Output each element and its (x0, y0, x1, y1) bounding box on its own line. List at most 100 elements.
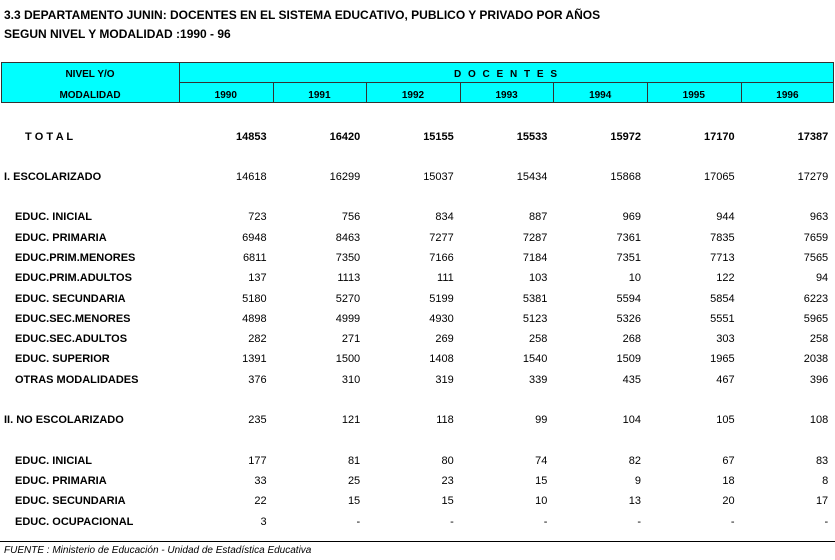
cell: 4898 (242, 313, 267, 325)
row-label: EDUC. SECUNDARIA (15, 293, 126, 305)
cell: 3 (260, 516, 267, 528)
cell: 5594 (616, 293, 641, 305)
cell: 7659 (803, 232, 829, 244)
cell: 269 (435, 333, 454, 345)
cell: 15 (441, 495, 454, 507)
cell: 7184 (522, 252, 548, 264)
cell: 14853 (236, 131, 267, 143)
cell: - (356, 516, 361, 528)
cell: 396 (809, 374, 829, 386)
row-label: EDUC.SEC.MENORES (15, 313, 131, 325)
cell: 1500 (335, 353, 361, 365)
cell: 5326 (616, 313, 641, 325)
cell: 4930 (429, 313, 454, 325)
cell: 1540 (522, 353, 548, 365)
cell: 887 (529, 211, 548, 223)
cell: 5123 (522, 313, 548, 325)
cell: 2038 (803, 353, 829, 365)
cell: 5199 (429, 293, 454, 305)
row-label: EDUC.PRIM.MENORES (15, 252, 136, 264)
cell: 121 (341, 414, 361, 426)
column-divider (179, 62, 180, 103)
year-header: 1992 (401, 90, 425, 101)
cell: 99 (535, 414, 548, 426)
cell: - (824, 516, 829, 528)
cell: 1408 (429, 353, 454, 365)
cell: 104 (622, 414, 641, 426)
year-header: 1996 (776, 90, 799, 101)
cell: 17065 (704, 171, 735, 183)
cell: 271 (341, 333, 361, 345)
column-divider (459, 82, 461, 103)
cell: 15 (347, 495, 361, 507)
cell: 15037 (423, 171, 454, 183)
cell: 7713 (710, 252, 735, 264)
cell: 7565 (803, 252, 829, 264)
cell: 17387 (797, 131, 829, 143)
cell: 1509 (616, 353, 641, 365)
cell: 22 (254, 495, 267, 507)
row-label: I. ESCOLARIZADO (4, 171, 102, 183)
cell: 108 (809, 414, 829, 426)
row-label: T O T A L (25, 131, 74, 143)
year-header: 1990 (214, 90, 237, 101)
cell: 756 (341, 211, 361, 223)
cell: 7835 (710, 232, 735, 244)
row-label: EDUC. INICIAL (15, 455, 92, 467)
cell: 137 (248, 272, 267, 284)
cell: 6223 (803, 293, 829, 305)
row-label: II. NO ESCOLARIZADO (4, 414, 124, 426)
cell: 103 (529, 272, 548, 284)
cell: 80 (441, 455, 454, 467)
cell: 282 (248, 333, 267, 345)
cell: 177 (248, 455, 267, 467)
cell: 10 (535, 495, 548, 507)
row-label: EDUC. PRIMARIA (15, 475, 107, 487)
cell: 15155 (423, 131, 454, 143)
cell: 7277 (429, 232, 454, 244)
cell: 74 (535, 455, 548, 467)
cell: 15972 (610, 131, 641, 143)
corner-top: NIVEL Y/O (65, 69, 115, 80)
header-divider (179, 82, 834, 83)
cell: 7350 (335, 252, 361, 264)
cell: - (450, 516, 454, 528)
cell: 258 (529, 333, 548, 345)
cell: 235 (248, 414, 267, 426)
cell: 8 (822, 475, 829, 487)
cell: 23 (441, 475, 454, 487)
cell: 376 (248, 374, 267, 386)
cell: 16420 (329, 131, 361, 143)
cell: 82 (628, 455, 641, 467)
cell: 834 (435, 211, 454, 223)
source: FUENTE : Ministerio de Educación - Unida… (4, 545, 312, 556)
row-label: EDUC. SECUNDARIA (15, 495, 126, 507)
cell: 7166 (429, 252, 454, 264)
column-divider (366, 82, 368, 103)
corner-bottom: MODALIDAD (59, 90, 121, 101)
cell: 5180 (242, 293, 267, 305)
cell: 17170 (704, 131, 735, 143)
cell: 15868 (610, 171, 641, 183)
row-label: EDUC.PRIM.ADULTOS (15, 272, 132, 284)
cell: 1113 (337, 272, 361, 284)
cell: 15434 (516, 171, 548, 183)
cell: 5381 (522, 293, 548, 305)
cell: 310 (341, 374, 361, 386)
cell: 5551 (710, 313, 735, 325)
title: 3.3 DEPARTAMENTO JUNIN: DOCENTES EN EL S… (4, 8, 601, 22)
cell: - (543, 516, 548, 528)
row-label: OTRAS MODALIDADES (15, 374, 139, 386)
year-header: 1995 (682, 90, 705, 101)
cell: 1391 (242, 353, 267, 365)
cell: - (730, 516, 735, 528)
cell: 6948 (242, 232, 267, 244)
column-divider (740, 82, 742, 103)
column-divider (553, 82, 555, 103)
cell: 9 (634, 475, 641, 487)
cell: 4999 (335, 313, 361, 325)
cell: 83 (815, 455, 829, 467)
cell: - (637, 516, 641, 528)
cell: 969 (622, 211, 641, 223)
cell: 268 (622, 333, 641, 345)
